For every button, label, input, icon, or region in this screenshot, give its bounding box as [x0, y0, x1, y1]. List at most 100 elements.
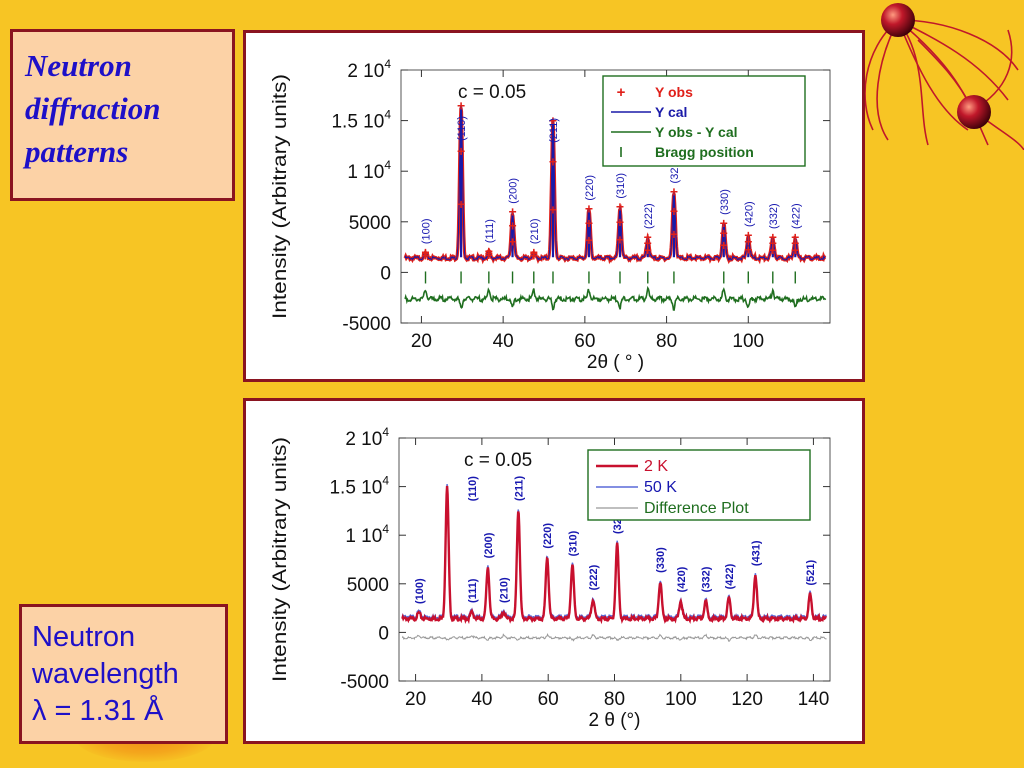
- observed-point-marker: +: [485, 247, 493, 263]
- observed-point-marker: +: [769, 229, 777, 245]
- observed-point-marker: +: [791, 242, 799, 258]
- y-tick-label: 0: [378, 623, 389, 644]
- y-tick-label-base: 1.5 10: [331, 112, 384, 133]
- observed-point-marker: +: [791, 235, 799, 251]
- peak-hkl-label: (332): [768, 203, 780, 229]
- legend-box: [602, 75, 806, 167]
- legend-label: 50 K: [644, 479, 677, 496]
- peak-hkl-label: (211): [548, 118, 560, 143]
- peak-hkl-label: (110): [467, 476, 479, 501]
- legend-label: 2 K: [644, 458, 668, 475]
- peak-hkl-label: (220): [542, 523, 554, 549]
- y-tick-label: -5000: [342, 314, 391, 335]
- y-tick-label: 2 104: [347, 57, 391, 82]
- peak-hkl-label: (200): [508, 178, 520, 204]
- peak-hkl-label: (220): [584, 175, 596, 201]
- y-tick-label-base: 2 10: [347, 61, 384, 82]
- x-tick-label: 60: [574, 331, 595, 352]
- peak-hkl-label: (111): [467, 578, 479, 603]
- peak-hkl-label: (422): [790, 203, 802, 229]
- title-line-3: patterns: [25, 134, 129, 169]
- wavelength-line-1: Neutron: [32, 621, 136, 653]
- observed-point-marker: +: [670, 203, 678, 219]
- legend-label: Difference Plot: [644, 500, 749, 517]
- observed-point-marker: +: [421, 246, 429, 262]
- observed-point-marker: +: [508, 217, 516, 233]
- peak-hkl-label: (111): [484, 219, 496, 243]
- observed-point-marker: +: [744, 227, 752, 243]
- x-tick-label: 80: [604, 689, 625, 710]
- x-tick-label: 20: [405, 689, 426, 710]
- x-axis-label: 2 θ (°): [589, 710, 641, 731]
- peak-hkl-label: (210): [529, 218, 541, 244]
- peak-hkl-label: (420): [676, 566, 688, 592]
- x-tick-label: 20: [411, 331, 432, 352]
- peak-hkl-label: (100): [414, 578, 426, 604]
- y-tick-label-exponent: 4: [384, 108, 391, 122]
- y-tick-label: 5000: [349, 213, 391, 234]
- y-tick-label-base: -5000: [342, 314, 391, 335]
- observed-point-marker: +: [485, 243, 493, 259]
- y-tick-label: 0: [380, 263, 391, 284]
- observed-point-marker: +: [720, 225, 728, 241]
- y-axis-label: Intensity (Arbitrary units): [270, 437, 291, 682]
- wavelength-line-3: λ = 1.31 Å: [32, 695, 164, 727]
- observed-point-marker: +: [549, 113, 557, 129]
- peak-hkl-label: (100): [421, 218, 433, 244]
- observed-point-marker: +: [549, 154, 557, 170]
- title-line-2: diffraction: [25, 91, 161, 126]
- legend-marker: +: [617, 84, 626, 101]
- series-2K-line: [401, 485, 828, 625]
- x-tick-label: 40: [493, 331, 514, 352]
- y-tick-label: 2 104: [345, 425, 389, 450]
- peak-hkl-label: (210): [498, 577, 510, 603]
- observed-point-marker: +: [421, 247, 429, 263]
- peak-hkl-label: (422): [724, 563, 736, 589]
- y-tick-label-exponent: 4: [384, 57, 391, 71]
- observed-point-marker: +: [457, 143, 465, 159]
- y-tick-label-base: -5000: [340, 672, 389, 693]
- observed-point-marker: +: [644, 235, 652, 251]
- peak-hkl-label: (211): [513, 476, 525, 501]
- observed-point-marker: +: [744, 234, 752, 250]
- y-tick-label-base: 0: [380, 263, 391, 284]
- peak-hkl-label: (521): [805, 560, 817, 586]
- x-tick-label: 40: [471, 689, 492, 710]
- annotation-text: c = 0.05: [464, 450, 532, 471]
- title-line-1: Neutron: [25, 48, 132, 83]
- observed-point-marker: +: [769, 242, 777, 258]
- peak-hkl-label: (310): [615, 173, 627, 199]
- y-tick-label-base: 1.5 10: [329, 478, 382, 499]
- observed-point-marker: +: [585, 232, 593, 248]
- y-tick-label: -5000: [340, 672, 389, 693]
- y-tick-label-exponent: 4: [384, 158, 391, 172]
- y-tick-label-base: 5000: [349, 213, 391, 234]
- y-tick-label-exponent: 4: [382, 474, 389, 488]
- difference-series-line: [401, 633, 827, 642]
- observed-point-marker: +: [530, 246, 538, 262]
- observed-point-marker: +: [457, 97, 465, 113]
- y-tick-label-exponent: 4: [382, 425, 389, 439]
- peak-hkl-label: (420): [743, 201, 755, 227]
- observed-point-marker: +: [616, 232, 624, 248]
- observed-point-marker: +: [720, 237, 728, 253]
- y-tick-label-base: 0: [378, 623, 389, 644]
- y-tick-label: 1.5 104: [331, 108, 391, 133]
- observed-point-marker: +: [508, 204, 516, 220]
- observed-point-marker: +: [791, 229, 799, 245]
- legend-label: Bragg position: [655, 144, 754, 160]
- peak-hkl-label: (431): [750, 540, 762, 566]
- peak-hkl-label: (330): [719, 189, 731, 215]
- y-tick-label-base: 5000: [347, 575, 389, 596]
- observed-point-marker: +: [720, 215, 728, 231]
- x-tick-label: 100: [665, 689, 697, 710]
- x-tick-label: 60: [538, 689, 559, 710]
- peak-hkl-label: (222): [588, 564, 600, 590]
- observed-point-marker: +: [508, 233, 516, 249]
- decorative-orbs-icon: [864, 3, 1024, 150]
- legend-label: Y obs - Y cal: [655, 124, 738, 140]
- observed-point-marker: +: [670, 226, 678, 242]
- observed-point-marker: +: [744, 241, 752, 257]
- observed-point-marker: +: [644, 229, 652, 245]
